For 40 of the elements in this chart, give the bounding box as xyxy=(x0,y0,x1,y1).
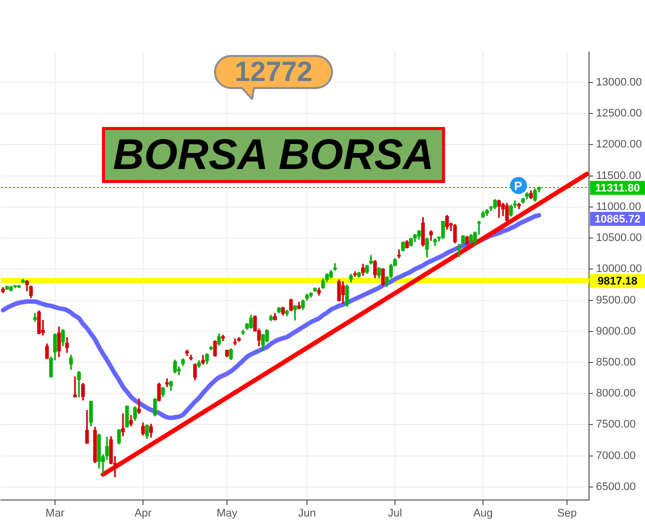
candlestick xyxy=(73,376,77,398)
y-tick-label: 13000.00 xyxy=(596,76,642,89)
y-tick-label: 9500.00 xyxy=(596,294,636,306)
y-tick-label: 8500.00 xyxy=(596,356,636,369)
candlestick xyxy=(137,398,141,414)
candlestick xyxy=(33,313,37,322)
x-tick-label: Aug xyxy=(473,508,493,520)
y-tick-label: 11000.00 xyxy=(596,200,642,213)
x-tick-label: Apr xyxy=(134,508,152,520)
x-tick-label: May xyxy=(216,508,238,520)
line-series xyxy=(0,213,542,420)
y-tick-label: 7000.00 xyxy=(596,450,636,462)
y-tick-label: 6500.00 xyxy=(596,480,636,493)
banner: BORSA BORSA xyxy=(102,127,445,183)
candlestick xyxy=(233,338,237,346)
y-tick-label: 10000.00 xyxy=(596,263,642,276)
speech-bubble: 12772 xyxy=(214,55,334,101)
candlestick xyxy=(121,413,125,436)
x-tick-label: Jul xyxy=(388,508,402,520)
y-tick-label: 7500.00 xyxy=(596,418,636,431)
x-tick-label: Sep xyxy=(557,508,577,520)
y-tick-label: 9000.00 xyxy=(596,325,636,338)
candlestick xyxy=(165,378,169,388)
candlestick xyxy=(189,354,193,360)
y-tick-label: 12500.00 xyxy=(596,108,642,120)
y-tick-label: 10500.00 xyxy=(596,232,642,244)
annotation: P xyxy=(514,178,522,193)
y-tick-label: 12000.00 xyxy=(596,138,642,151)
letter-badge: P xyxy=(510,177,527,194)
x-tick-label: Jun xyxy=(298,508,316,520)
x-tick-label: Mar xyxy=(46,508,65,520)
candlestick xyxy=(457,244,461,258)
y-tick-label: 8000.00 xyxy=(596,388,636,400)
ref-line-label: 11311.80 xyxy=(595,182,640,194)
text: 10865.72 xyxy=(594,213,640,226)
annotation: 12772 xyxy=(234,56,312,87)
ref-line-label: 9817.18 xyxy=(598,276,638,288)
y-tick-label: 11500.00 xyxy=(596,170,642,182)
candlestick xyxy=(397,250,401,258)
annotation: BORSA BORSA xyxy=(113,131,434,179)
